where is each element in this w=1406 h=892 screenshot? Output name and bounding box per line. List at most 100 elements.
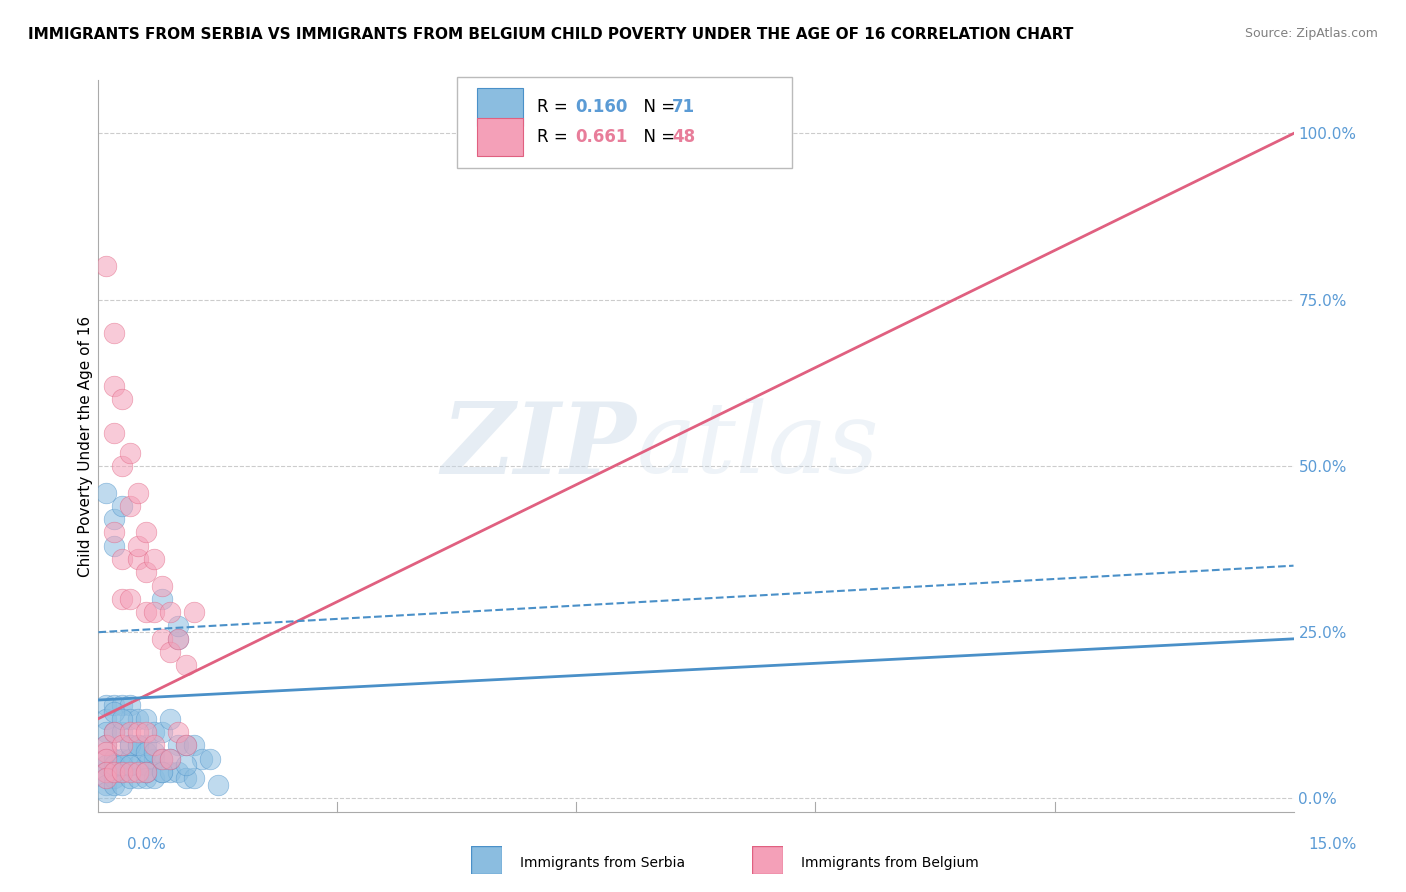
Point [96,745,118,759]
Point [96,738,118,752]
Point [127,758,149,772]
Point [96,751,118,765]
Point [167,632,190,646]
Point [135,764,157,779]
Point [120,499,142,513]
Point [120,591,142,606]
Point [127,485,149,500]
Point [120,445,142,459]
Text: IMMIGRANTS FROM SERBIA VS IMMIGRANTS FROM BELGIUM CHILD POVERTY UNDER THE AGE OF: IMMIGRANTS FROM SERBIA VS IMMIGRANTS FRO… [28,27,1074,42]
Point [103,705,125,719]
Point [96,764,118,779]
Point [111,499,134,513]
Point [96,772,118,786]
Point [150,764,173,779]
Point [103,764,125,779]
Point [111,712,134,726]
Point [103,725,125,739]
Point [135,738,157,752]
Point [167,764,190,779]
Point [135,758,157,772]
Point [96,778,118,792]
Point [120,738,142,752]
Point [135,725,157,739]
Point [111,758,134,772]
Point [96,485,118,500]
Point [127,738,149,752]
Point [111,778,134,792]
Point [103,758,125,772]
Point [96,698,118,713]
Point [150,632,173,646]
Point [96,712,118,726]
Point [103,764,125,779]
Point [111,764,134,779]
Point [135,764,157,779]
Point [103,525,125,540]
Point [111,751,134,765]
Text: 0.160: 0.160 [575,98,627,116]
Point [103,725,125,739]
Point [198,751,221,765]
Point [135,525,157,540]
Point [111,698,134,713]
Point [103,539,125,553]
Point [111,591,134,606]
Text: Source: ZipAtlas.com: Source: ZipAtlas.com [1244,27,1378,40]
Point [135,745,157,759]
Point [111,552,134,566]
Point [150,725,173,739]
Point [103,326,125,340]
Point [159,751,181,765]
Point [159,764,181,779]
Point [120,738,142,752]
Point [207,778,229,792]
Text: Immigrants from Belgium: Immigrants from Belgium [801,855,979,870]
Point [127,772,149,786]
Point [103,772,125,786]
Point [111,725,134,739]
Point [96,725,118,739]
Point [103,425,125,440]
Point [174,758,197,772]
Point [143,605,166,619]
Point [143,738,166,752]
Text: atlas: atlas [637,399,879,493]
Text: 0.661: 0.661 [575,128,627,145]
Point [150,591,173,606]
Point [120,698,142,713]
Point [150,579,173,593]
Point [120,764,142,779]
Point [191,751,214,765]
Point [120,751,142,765]
Point [111,458,134,473]
Text: R =: R = [537,128,574,145]
Text: 0.0%: 0.0% [127,837,166,852]
Point [127,712,149,726]
Point [103,698,125,713]
Point [150,764,173,779]
Point [96,758,118,772]
Point [103,512,125,526]
Point [120,712,142,726]
Point [174,738,197,752]
Point [159,605,181,619]
Point [143,552,166,566]
Text: 48: 48 [672,128,695,145]
Point [96,785,118,799]
FancyBboxPatch shape [477,118,523,155]
Point [183,738,205,752]
Point [174,772,197,786]
Text: ZIP: ZIP [441,398,637,494]
Point [143,725,166,739]
Point [127,539,149,553]
Text: N =: N = [633,128,681,145]
Text: Immigrants from Serbia: Immigrants from Serbia [520,855,685,870]
Point [167,725,190,739]
Point [111,764,134,779]
Point [103,379,125,393]
FancyBboxPatch shape [477,88,523,127]
Y-axis label: Child Poverty Under the Age of 16: Child Poverty Under the Age of 16 [77,316,93,576]
Point [96,764,118,779]
Point [127,764,149,779]
